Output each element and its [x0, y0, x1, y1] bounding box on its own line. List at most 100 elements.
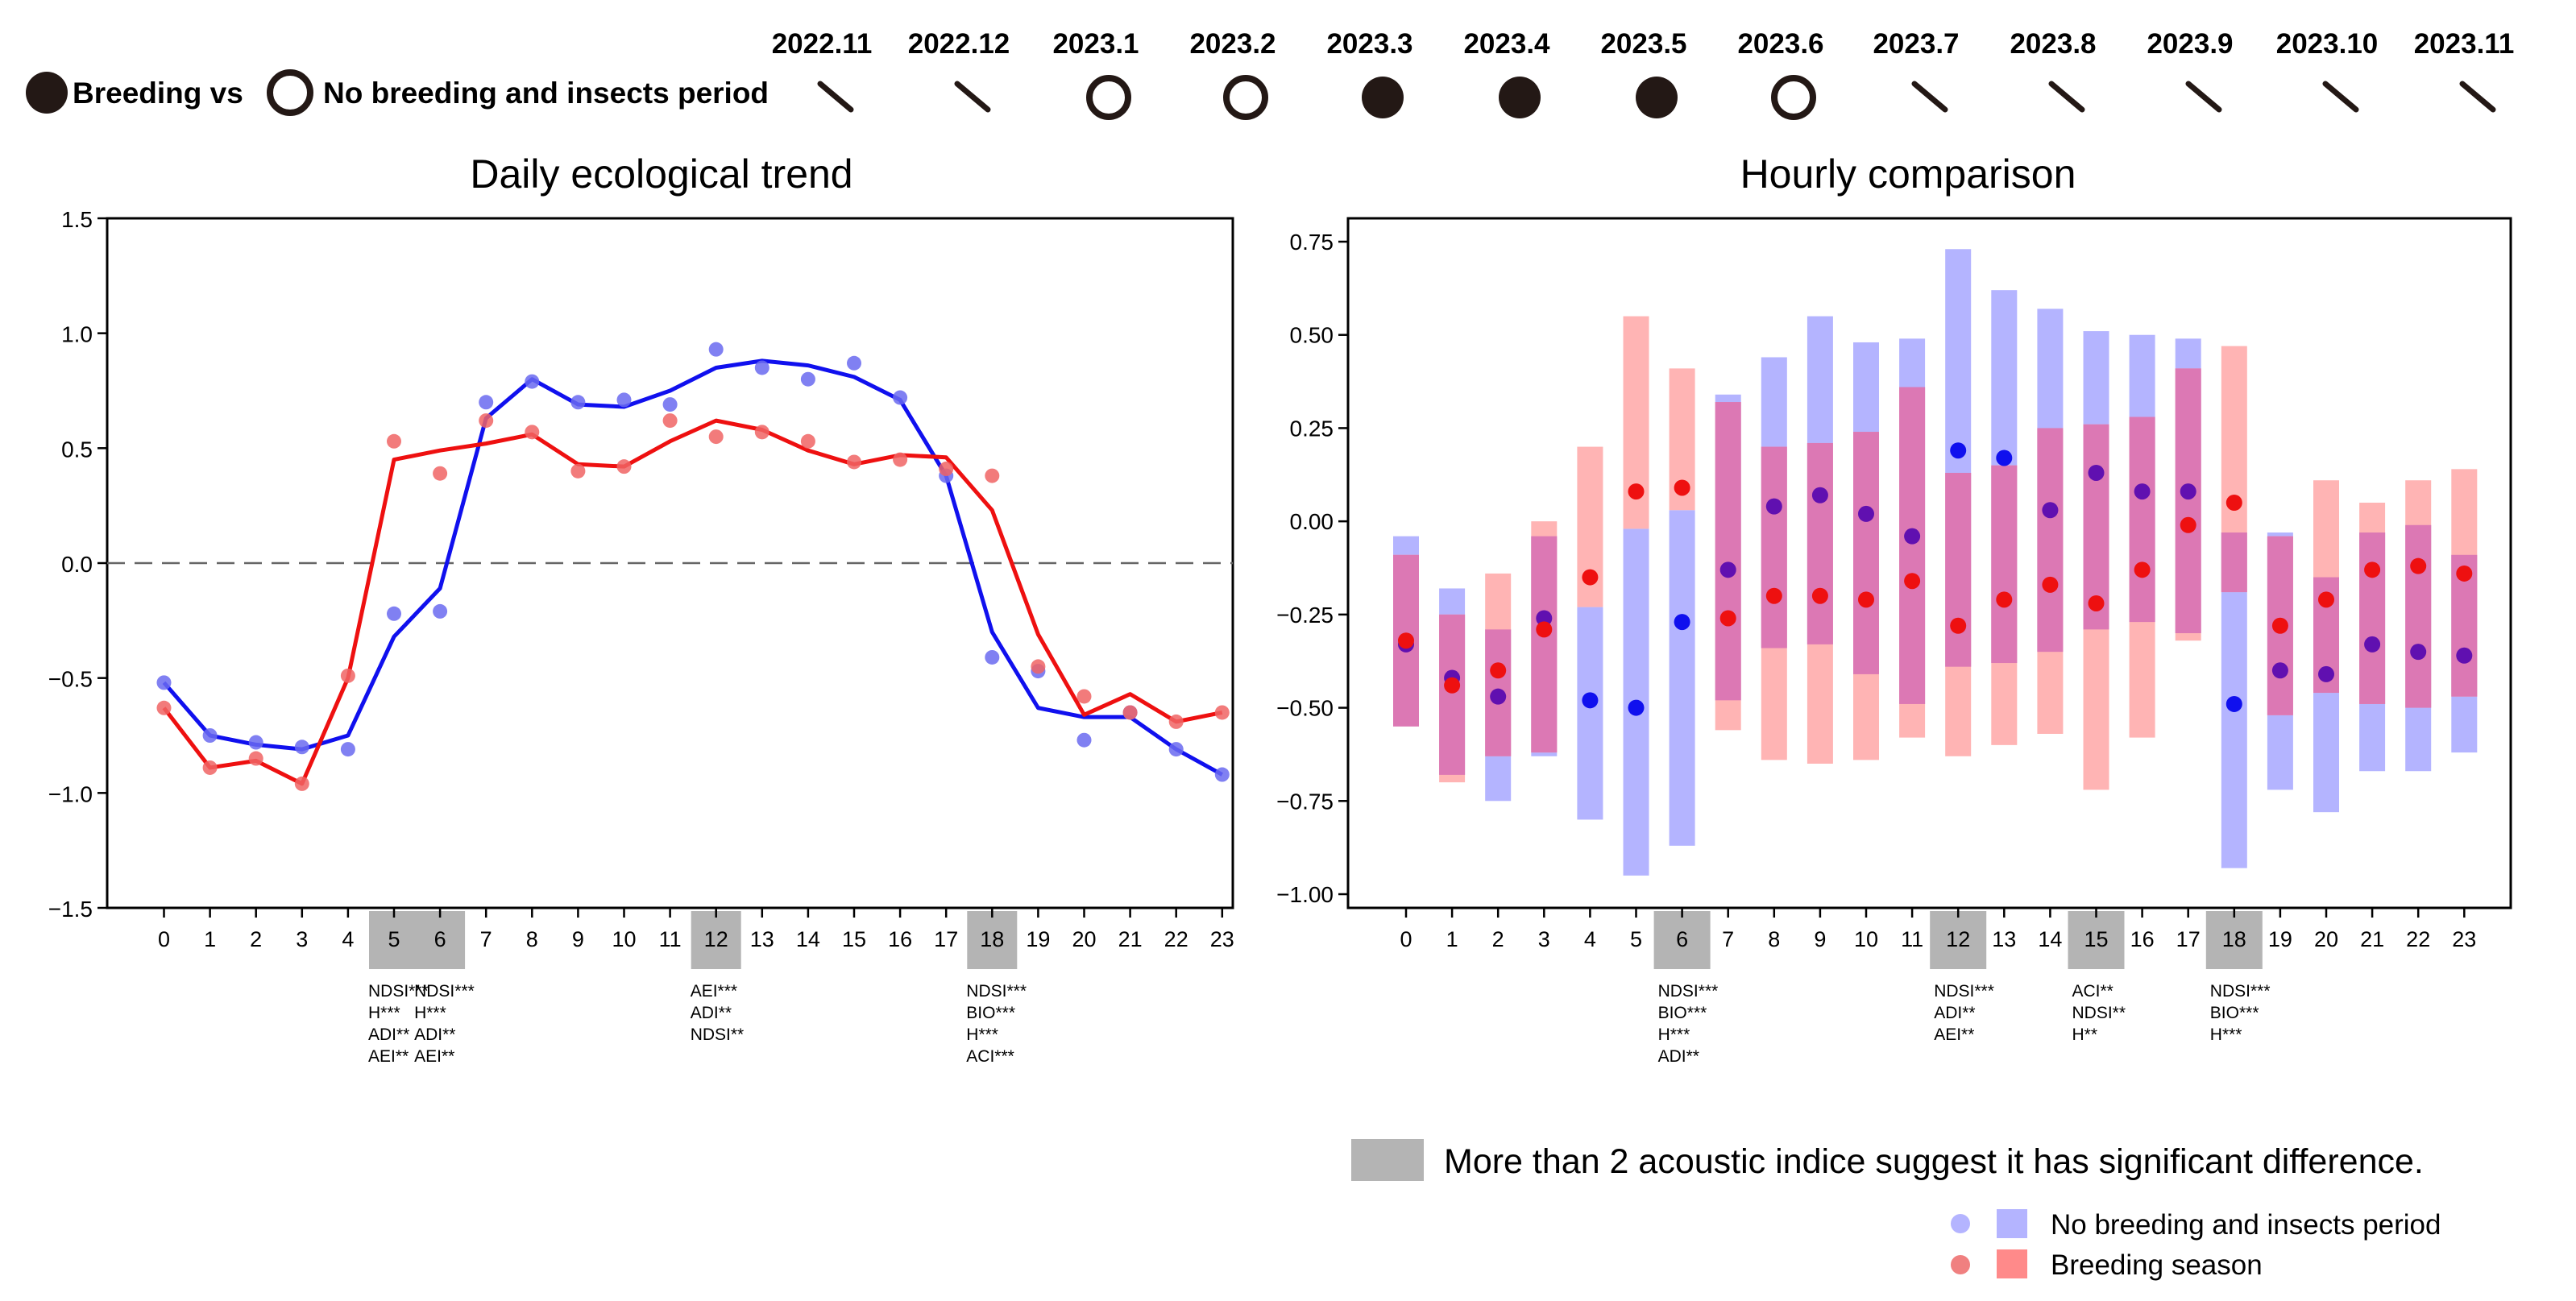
month-label: 2023.1: [1052, 28, 1139, 60]
breeding-month-marker: [1499, 77, 1541, 118]
breeding-mean-dot: [1719, 610, 1736, 627]
no-data-month-slash: [817, 81, 854, 113]
blue-data-point: [202, 728, 218, 743]
month-label: 2023.10: [2276, 28, 2379, 60]
left-annotation-text: AEI***: [691, 982, 737, 1001]
left-xtick-label: 22: [1164, 927, 1188, 951]
blue-data-point: [800, 371, 815, 387]
left-annotation-text: NDSI***: [368, 982, 429, 1001]
blue-data-point: [616, 392, 632, 408]
left-xtick-label: 0: [158, 927, 170, 951]
right-xtick-label: 15: [2084, 927, 2108, 951]
overlap-range-bar: [2359, 532, 2386, 704]
left-annotation-text: NDSI**: [691, 1025, 745, 1044]
red-data-point: [248, 751, 263, 766]
left-xtick-label: 12: [704, 927, 728, 951]
breeding-month-marker: [1362, 77, 1404, 118]
right-annotation-text: H**: [2072, 1025, 2098, 1044]
month-label: 2022.11: [772, 28, 873, 60]
no-breeding-mean-dot: [1904, 528, 1921, 545]
month-status-strip: 2022.11 2022.12 2023.1 2023.2 2023.3 2023.4 20…: [772, 28, 2514, 120]
right-annotation-text: BIO***: [2210, 1004, 2259, 1022]
no-breeding-legend-label: No breeding and insects period: [323, 77, 769, 110]
breeding-mean-dot: [1996, 591, 2013, 608]
right-xtick-label: 21: [2360, 927, 2384, 951]
left-annotation-text: ACI***: [966, 1047, 1014, 1066]
right-significance-box: [2205, 911, 2263, 969]
right-xtick-label: 7: [1722, 927, 1734, 951]
right-xtick-label: 16: [2130, 927, 2155, 951]
month-label: 2023.4: [1463, 28, 1550, 60]
right-ytick-label: 0.50: [1290, 323, 1334, 348]
breeding-legend-text: Breeding season: [2051, 1249, 2263, 1281]
left-xtick-label: 16: [888, 927, 912, 951]
right-bars: [1393, 249, 2478, 876]
right-annotation-text: H***: [2210, 1025, 2242, 1044]
right-xtick-label: 6: [1676, 927, 1688, 951]
red-data-point: [1122, 705, 1138, 720]
breeding-mean-dot: [2225, 495, 2242, 511]
overlap-range-bar: [1899, 387, 1926, 704]
left-xtick-label: 13: [750, 927, 774, 951]
left-highlight-boxes: [369, 911, 1018, 969]
no-breeding-mean-dot: [2225, 695, 2242, 712]
no-breeding-mean-dot: [2318, 665, 2334, 682]
right-annotations: NDSI*** BIO*** H*** ADI** NDSI*** ADI** AEI** A…: [1658, 982, 2271, 1066]
month-label: 2023.3: [1326, 28, 1412, 60]
left-annotation-text: H***: [966, 1025, 998, 1044]
overlap-range-bar: [1761, 446, 1787, 648]
left-ytick-label: 0.5: [61, 437, 93, 462]
blue-data-point: [570, 395, 586, 410]
red-data-point: [616, 459, 632, 474]
blue-data-point: [248, 735, 263, 750]
left-xtick-label: 23: [1210, 927, 1234, 951]
overlap-range-bar: [1853, 432, 1879, 674]
right-xtick-label: 23: [2452, 927, 2476, 951]
right-annotation-text: ADI**: [1658, 1047, 1699, 1066]
no-breeding-mean-dot: [1582, 692, 1599, 709]
blue-data-point: [340, 742, 355, 757]
left-xtick-label: 2: [250, 927, 262, 951]
month-label: 2023.5: [1600, 28, 1686, 60]
left-ytick-label: 1.0: [61, 322, 93, 347]
no-breeding-month-marker: [1223, 75, 1268, 120]
blue-data-point: [662, 397, 678, 412]
right-significance-box: [1653, 911, 1711, 969]
overlap-range-bar: [2129, 416, 2155, 623]
red-data-point: [662, 413, 678, 429]
breeding-legend-label: Breeding vs: [73, 77, 243, 110]
overlap-range-bar: [1715, 402, 1741, 701]
breeding-mean-dot: [2456, 565, 2473, 582]
left-ytick-label: −0.5: [48, 667, 93, 692]
blue-data-point: [985, 649, 1000, 665]
blue-data-point: [1168, 742, 1184, 757]
no-data-month-slash: [2048, 81, 2085, 113]
breeding-mean-dot: [2271, 617, 2288, 634]
no-breeding-mean-dot: [1950, 442, 1967, 459]
no-breeding-dot-swatch: [1951, 1214, 1970, 1233]
left-annotation-text: ADI**: [414, 1025, 455, 1044]
breeding-bar-swatch: [1997, 1249, 2027, 1278]
blue-data-point: [525, 374, 540, 389]
no-data-month-slash: [2185, 81, 2222, 113]
left-xtick-label: 18: [980, 927, 1004, 951]
left-chart-title: Daily ecological trend: [470, 151, 852, 197]
no-breeding-mean-dot: [1490, 688, 1507, 705]
no-breeding-mean-dot: [1536, 610, 1553, 627]
no-breeding-range-bar: [1577, 607, 1603, 820]
right-xtick-label: 1: [1446, 927, 1458, 951]
left-ytick-label: 1.5: [61, 207, 93, 232]
breeding-dot-swatch: [1951, 1255, 1970, 1274]
breeding-mean-dot: [1674, 479, 1690, 496]
breeding-mean-dot: [1398, 632, 1414, 649]
no-breeding-mean-dot: [2088, 464, 2105, 481]
right-annotation-text: AEI**: [1934, 1025, 1974, 1044]
no-breeding-mean-dot: [2271, 662, 2288, 679]
left-xtick-label: 4: [342, 927, 354, 951]
month-label: 2023.6: [1737, 28, 1823, 60]
left-significance-box: [369, 911, 466, 969]
left-xtick-label: 6: [434, 927, 446, 951]
red-data-point: [939, 462, 954, 477]
no-breeding-month-marker: [1771, 75, 1816, 120]
left-significance-box: [691, 911, 741, 969]
